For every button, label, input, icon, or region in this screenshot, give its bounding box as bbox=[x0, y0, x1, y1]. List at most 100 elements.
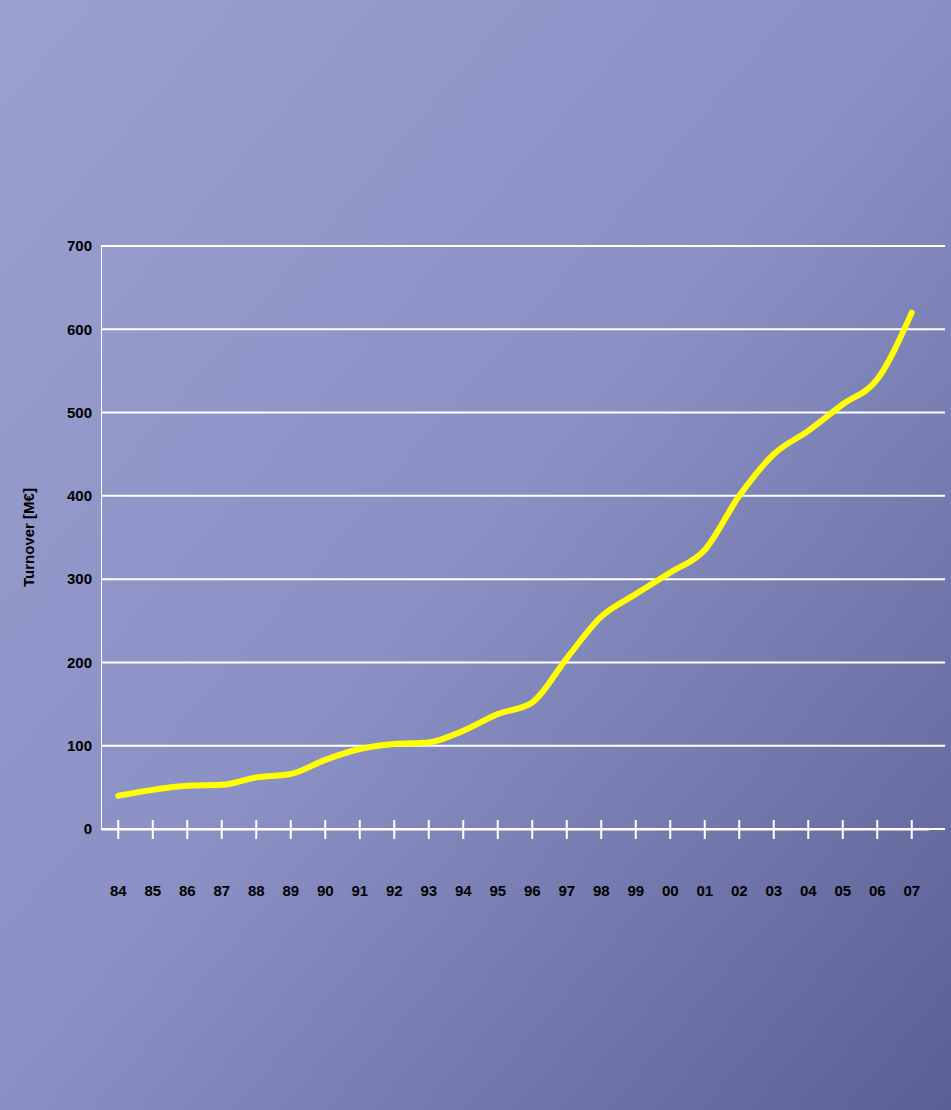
x-tick-mark bbox=[152, 820, 154, 839]
grid-line bbox=[101, 828, 945, 830]
grid-line bbox=[101, 661, 945, 663]
x-tick: 89 bbox=[282, 820, 299, 899]
x-tick-mark bbox=[359, 820, 361, 839]
x-tick-mark bbox=[876, 820, 878, 839]
y-axis-title: Turnover [M€] bbox=[20, 488, 37, 587]
x-tick-label: 89 bbox=[282, 882, 299, 899]
x-tick-label: 98 bbox=[593, 882, 610, 899]
grid-line bbox=[101, 578, 945, 580]
x-tick: 06 bbox=[869, 820, 886, 899]
plot-area bbox=[118, 313, 912, 796]
y-tick: 600 bbox=[67, 321, 101, 338]
y-tick: 200 bbox=[67, 654, 101, 671]
x-tick-label: 86 bbox=[179, 882, 196, 899]
y-tick: 700 bbox=[67, 237, 101, 254]
x-tick-label: 92 bbox=[386, 882, 403, 899]
x-tick-mark bbox=[600, 820, 602, 839]
x-tick-mark bbox=[186, 820, 188, 839]
x-tick: 01 bbox=[696, 820, 713, 899]
x-tick-label: 94 bbox=[455, 882, 472, 899]
x-tick-mark bbox=[497, 820, 499, 839]
x-tick-label: 87 bbox=[213, 882, 230, 899]
background bbox=[0, 0, 951, 1110]
y-tick-label: 0 bbox=[84, 820, 92, 837]
y-axis-line bbox=[101, 247, 102, 830]
x-tick: 98 bbox=[593, 820, 610, 899]
x-tick-mark bbox=[462, 820, 464, 839]
x-tick-mark bbox=[324, 820, 326, 839]
chart-container: 0100200300400500600700848586878889909192… bbox=[0, 0, 951, 1110]
y-tick-label: 100 bbox=[67, 737, 92, 754]
x-tick-label: 01 bbox=[696, 882, 713, 899]
y-tick-label: 500 bbox=[67, 404, 92, 421]
x-tick: 93 bbox=[420, 820, 437, 899]
x-tick: 87 bbox=[213, 820, 230, 899]
x-tick: 07 bbox=[903, 820, 920, 899]
x-tick-label: 85 bbox=[144, 882, 161, 899]
x-tick: 94 bbox=[455, 820, 472, 899]
x-tick: 91 bbox=[351, 820, 368, 899]
x-tick: 90 bbox=[317, 820, 334, 899]
x-tick-label: 91 bbox=[351, 882, 368, 899]
x-tick-label: 04 bbox=[800, 882, 817, 899]
x-tick-label: 00 bbox=[662, 882, 679, 899]
x-tick: 03 bbox=[765, 820, 782, 899]
x-tick-label: 03 bbox=[765, 882, 782, 899]
x-tick-label: 02 bbox=[731, 882, 748, 899]
y-tick: 500 bbox=[67, 404, 101, 421]
y-tick-label: 200 bbox=[67, 654, 92, 671]
x-tick: 96 bbox=[524, 820, 541, 899]
x-tick-label: 96 bbox=[524, 882, 541, 899]
grid-line bbox=[101, 328, 945, 330]
x-tick: 02 bbox=[731, 820, 748, 899]
grid bbox=[101, 246, 945, 829]
x-tick-label: 90 bbox=[317, 882, 334, 899]
x-axis-line bbox=[102, 829, 930, 831]
y-tick-label: 700 bbox=[67, 237, 92, 254]
x-tick-mark bbox=[635, 820, 637, 839]
x-tick-mark bbox=[255, 820, 257, 839]
x-tick-mark bbox=[807, 820, 809, 839]
x-tick-label: 99 bbox=[627, 882, 644, 899]
x-tick: 97 bbox=[558, 820, 575, 899]
x-tick-label: 93 bbox=[420, 882, 437, 899]
x-tick: 84 bbox=[110, 820, 127, 899]
chart-svg: 0100200300400500600700848586878889909192… bbox=[0, 0, 951, 1110]
x-axis: 84 85 86 87 88 89 90 91 92 93 94 95 96 97 98 99 00 01 02 03… bbox=[102, 820, 930, 899]
x-tick: 86 bbox=[179, 820, 196, 899]
x-tick-label: 84 bbox=[110, 882, 127, 899]
grid-line bbox=[101, 412, 945, 414]
x-tick-mark bbox=[531, 820, 533, 839]
turnover-line bbox=[118, 313, 912, 796]
x-tick-label: 07 bbox=[903, 882, 920, 899]
x-tick-label: 88 bbox=[248, 882, 265, 899]
y-tick: 100 bbox=[67, 737, 101, 754]
x-tick: 99 bbox=[627, 820, 644, 899]
x-tick-mark bbox=[566, 820, 568, 839]
y-tick-label: 300 bbox=[67, 570, 92, 587]
y-axis: 0 100 200 300 400 500 600 700 bbox=[67, 237, 102, 837]
x-tick-label: 95 bbox=[489, 882, 506, 899]
y-tick-label: 400 bbox=[67, 487, 92, 504]
x-tick: 00 bbox=[662, 820, 679, 899]
y-tick: 0 bbox=[84, 820, 101, 837]
x-tick-mark bbox=[221, 820, 223, 839]
x-tick-mark bbox=[393, 820, 395, 839]
x-tick-mark bbox=[428, 820, 430, 839]
x-tick-label: 97 bbox=[558, 882, 575, 899]
x-tick-label: 05 bbox=[834, 882, 851, 899]
grid-line bbox=[101, 745, 945, 747]
x-tick: 04 bbox=[800, 820, 817, 899]
x-tick: 95 bbox=[489, 820, 506, 899]
x-tick: 88 bbox=[248, 820, 265, 899]
x-tick-mark bbox=[773, 820, 775, 839]
x-tick-label: 06 bbox=[869, 882, 886, 899]
x-tick-mark bbox=[290, 820, 292, 839]
y-tick: 400 bbox=[67, 487, 101, 504]
grid-line bbox=[101, 495, 945, 497]
y-tick: 300 bbox=[67, 570, 101, 587]
x-tick: 85 bbox=[144, 820, 161, 899]
x-tick-mark bbox=[704, 820, 706, 839]
x-tick: 92 bbox=[386, 820, 403, 899]
x-tick-mark bbox=[842, 820, 844, 839]
